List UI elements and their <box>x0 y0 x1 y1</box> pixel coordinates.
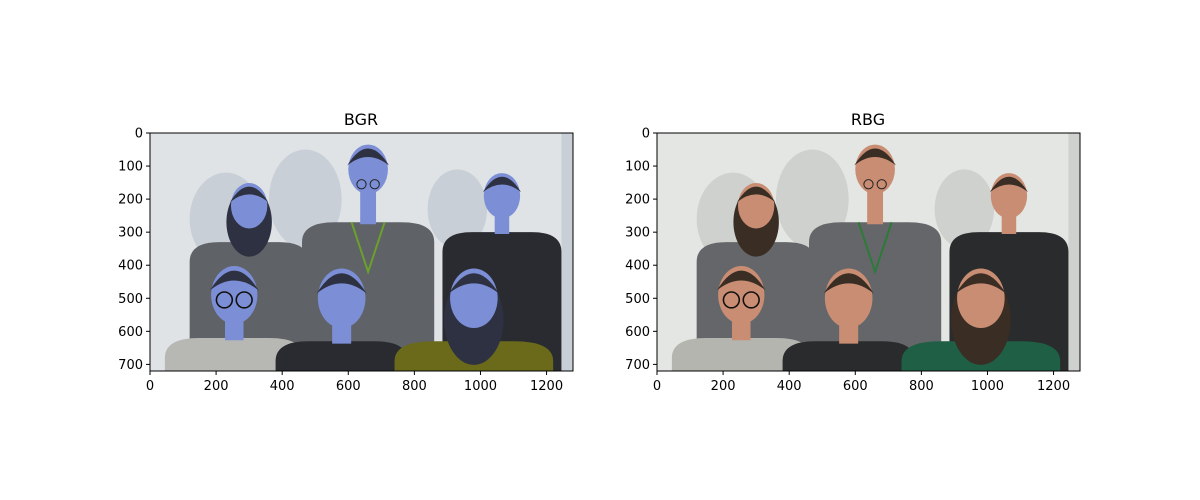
panel-title: BGR <box>344 110 378 129</box>
glasses-lens <box>235 291 253 309</box>
photo-scene <box>150 133 573 371</box>
x-tick-label: 800 <box>402 379 427 394</box>
person-front-center <box>782 268 915 371</box>
person-front-left <box>671 266 811 371</box>
hair <box>347 148 389 166</box>
lanyard <box>857 221 893 275</box>
hair <box>209 270 259 291</box>
y-tick-label: 500 <box>118 292 143 307</box>
person-front-right <box>394 268 554 371</box>
shirt <box>782 341 915 371</box>
y-tick-label: 100 <box>625 160 650 175</box>
photo-image <box>150 133 573 371</box>
y-tick-label: 100 <box>118 160 143 175</box>
y-tick-label: 600 <box>625 325 650 340</box>
x-axis: 0 200 400 600 800 1000 1200 <box>653 371 1070 394</box>
panel-rbg: RBG 0 200 400 600 800 1000 1200 0 100 200 300 400 5… <box>625 110 1081 394</box>
wall-shadow <box>934 169 995 249</box>
hair <box>716 270 766 291</box>
glasses-lens <box>356 179 367 190</box>
hair <box>854 148 896 166</box>
y-tick-label: 700 <box>625 358 650 373</box>
y-axis: 0 100 200 300 400 500 600 700 <box>118 127 150 373</box>
hair <box>737 186 776 203</box>
glasses-lens <box>863 179 874 190</box>
axes-frame <box>149 132 574 372</box>
x-tick-label: 400 <box>777 379 802 394</box>
y-tick-label: 200 <box>118 193 143 208</box>
glasses-lens <box>876 179 887 190</box>
x-tick-label: 1000 <box>464 379 497 394</box>
wall-edge <box>561 133 573 371</box>
x-tick-label: 400 <box>270 379 295 394</box>
y-tick-label: 400 <box>625 259 650 274</box>
glasses-lens <box>742 291 760 309</box>
hair <box>823 273 874 294</box>
x-axis: 0 200 400 600 800 1000 1200 <box>146 371 563 394</box>
y-tick-label: 0 <box>642 127 650 142</box>
y-tick-label: 200 <box>625 193 650 208</box>
y-tick-label: 700 <box>118 358 143 373</box>
x-tick-label: 1200 <box>1037 379 1070 394</box>
panel-title: RBG <box>851 110 885 129</box>
y-tick-label: 0 <box>135 127 143 142</box>
person-front-left <box>164 266 304 371</box>
shirt <box>671 337 811 371</box>
x-tick-label: 1200 <box>530 379 563 394</box>
photo-image <box>657 133 1080 371</box>
shirt <box>275 341 408 371</box>
hair <box>989 176 1029 193</box>
y-tick-label: 500 <box>625 292 650 307</box>
x-tick-label: 200 <box>711 379 736 394</box>
wall-shadow <box>427 169 488 249</box>
glasses-lens <box>215 291 234 309</box>
person-front-center <box>275 268 408 371</box>
hair <box>316 273 367 294</box>
x-tick-label: 600 <box>336 379 361 394</box>
person-front-right <box>901 268 1061 371</box>
y-tick-label: 400 <box>118 259 143 274</box>
glasses-lens <box>722 291 741 309</box>
y-tick-label: 300 <box>625 226 650 241</box>
y-tick-label: 600 <box>118 325 143 340</box>
hair <box>955 273 1006 294</box>
x-tick-label: 1000 <box>971 379 1004 394</box>
x-tick-label: 600 <box>843 379 868 394</box>
panel-bgr: BGR 0 200 400 600 800 1000 1200 0 100 200 300 400 5… <box>118 110 574 394</box>
hair <box>448 273 499 294</box>
axes-frame <box>656 132 1081 372</box>
hair <box>482 176 522 193</box>
x-tick-label: 0 <box>653 379 661 394</box>
glasses-lens <box>369 179 380 190</box>
lanyard <box>350 221 386 275</box>
y-tick-label: 300 <box>118 226 143 241</box>
photo-scene <box>657 133 1080 371</box>
hair <box>230 186 269 203</box>
x-tick-label: 0 <box>146 379 154 394</box>
wall-edge <box>1068 133 1080 371</box>
x-tick-label: 200 <box>204 379 229 394</box>
shirt <box>164 337 304 371</box>
y-axis: 0 100 200 300 400 500 600 700 <box>625 127 657 373</box>
x-tick-label: 800 <box>909 379 934 394</box>
